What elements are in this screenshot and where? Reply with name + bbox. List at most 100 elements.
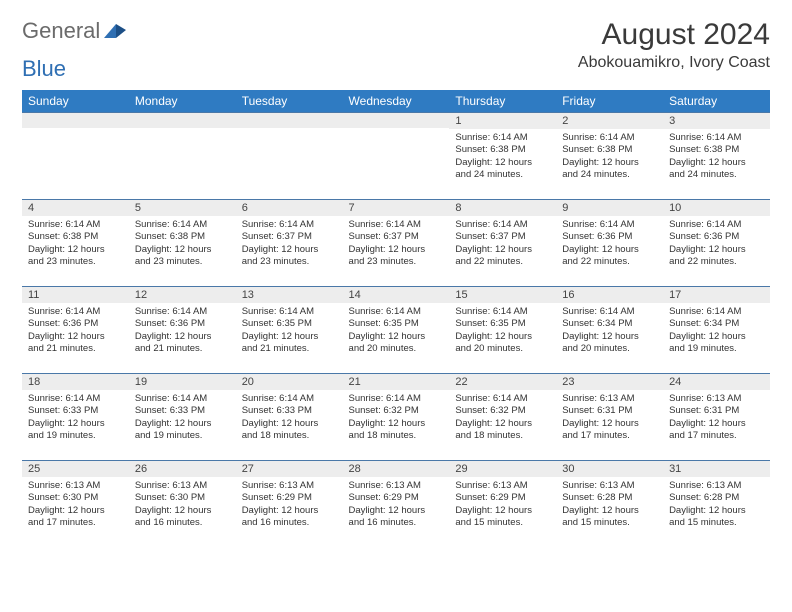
day-detail: Sunrise: 6:13 AMSunset: 6:30 PMDaylight:… bbox=[22, 477, 129, 531]
day-detail: Sunrise: 6:14 AMSunset: 6:37 PMDaylight:… bbox=[449, 216, 556, 270]
calendar-cell: 6Sunrise: 6:14 AMSunset: 6:37 PMDaylight… bbox=[236, 199, 343, 286]
calendar-cell: 14Sunrise: 6:14 AMSunset: 6:35 PMDayligh… bbox=[343, 286, 450, 373]
day-number: 2 bbox=[556, 112, 663, 129]
logo-text-blue: Blue bbox=[22, 56, 66, 81]
calendar-cell: 3Sunrise: 6:14 AMSunset: 6:38 PMDaylight… bbox=[663, 112, 770, 199]
day-detail: Sunrise: 6:13 AMSunset: 6:31 PMDaylight:… bbox=[663, 390, 770, 444]
calendar-cell: 11Sunrise: 6:14 AMSunset: 6:36 PMDayligh… bbox=[22, 286, 129, 373]
day-detail: Sunrise: 6:13 AMSunset: 6:29 PMDaylight:… bbox=[236, 477, 343, 531]
calendar-cell: 1Sunrise: 6:14 AMSunset: 6:38 PMDaylight… bbox=[449, 112, 556, 199]
day-detail: Sunrise: 6:14 AMSunset: 6:34 PMDaylight:… bbox=[663, 303, 770, 357]
weekday-header: Monday bbox=[129, 90, 236, 112]
day-detail: Sunrise: 6:14 AMSunset: 6:38 PMDaylight:… bbox=[22, 216, 129, 270]
day-number: 14 bbox=[343, 286, 450, 303]
calendar-cell: 10Sunrise: 6:14 AMSunset: 6:36 PMDayligh… bbox=[663, 199, 770, 286]
calendar-cell: 24Sunrise: 6:13 AMSunset: 6:31 PMDayligh… bbox=[663, 373, 770, 460]
day-number: 28 bbox=[343, 460, 450, 477]
day-number: 5 bbox=[129, 199, 236, 216]
calendar-cell: 2Sunrise: 6:14 AMSunset: 6:38 PMDaylight… bbox=[556, 112, 663, 199]
day-number: 10 bbox=[663, 199, 770, 216]
day-number: 4 bbox=[22, 199, 129, 216]
day-number: 7 bbox=[343, 199, 450, 216]
logo: General bbox=[22, 18, 126, 44]
day-number: 22 bbox=[449, 373, 556, 390]
day-number: 29 bbox=[449, 460, 556, 477]
day-number: 20 bbox=[236, 373, 343, 390]
day-detail: Sunrise: 6:13 AMSunset: 6:29 PMDaylight:… bbox=[343, 477, 450, 531]
day-detail: Sunrise: 6:13 AMSunset: 6:29 PMDaylight:… bbox=[449, 477, 556, 531]
day-detail: Sunrise: 6:14 AMSunset: 6:32 PMDaylight:… bbox=[343, 390, 450, 444]
day-number: 21 bbox=[343, 373, 450, 390]
calendar-cell: 17Sunrise: 6:14 AMSunset: 6:34 PMDayligh… bbox=[663, 286, 770, 373]
day-detail: Sunrise: 6:14 AMSunset: 6:36 PMDaylight:… bbox=[556, 216, 663, 270]
calendar-table: SundayMondayTuesdayWednesdayThursdayFrid… bbox=[22, 90, 770, 547]
day-number: 1 bbox=[449, 112, 556, 129]
calendar-cell bbox=[236, 112, 343, 199]
day-number: 24 bbox=[663, 373, 770, 390]
calendar-cell: 5Sunrise: 6:14 AMSunset: 6:38 PMDaylight… bbox=[129, 199, 236, 286]
day-number: 12 bbox=[129, 286, 236, 303]
day-number: 19 bbox=[129, 373, 236, 390]
day-number: 30 bbox=[556, 460, 663, 477]
day-detail: Sunrise: 6:13 AMSunset: 6:31 PMDaylight:… bbox=[556, 390, 663, 444]
calendar-cell: 16Sunrise: 6:14 AMSunset: 6:34 PMDayligh… bbox=[556, 286, 663, 373]
calendar-cell: 30Sunrise: 6:13 AMSunset: 6:28 PMDayligh… bbox=[556, 460, 663, 547]
weekday-header: Thursday bbox=[449, 90, 556, 112]
day-detail: Sunrise: 6:13 AMSunset: 6:28 PMDaylight:… bbox=[663, 477, 770, 531]
calendar-cell: 7Sunrise: 6:14 AMSunset: 6:37 PMDaylight… bbox=[343, 199, 450, 286]
calendar-cell: 28Sunrise: 6:13 AMSunset: 6:29 PMDayligh… bbox=[343, 460, 450, 547]
calendar-cell: 29Sunrise: 6:13 AMSunset: 6:29 PMDayligh… bbox=[449, 460, 556, 547]
day-detail: Sunrise: 6:14 AMSunset: 6:33 PMDaylight:… bbox=[236, 390, 343, 444]
calendar-cell: 9Sunrise: 6:14 AMSunset: 6:36 PMDaylight… bbox=[556, 199, 663, 286]
calendar-cell: 27Sunrise: 6:13 AMSunset: 6:29 PMDayligh… bbox=[236, 460, 343, 547]
day-detail: Sunrise: 6:14 AMSunset: 6:36 PMDaylight:… bbox=[663, 216, 770, 270]
page-title: August 2024 bbox=[578, 18, 770, 52]
calendar-cell: 26Sunrise: 6:13 AMSunset: 6:30 PMDayligh… bbox=[129, 460, 236, 547]
weekday-header: Sunday bbox=[22, 90, 129, 112]
calendar-cell bbox=[343, 112, 450, 199]
day-number: 17 bbox=[663, 286, 770, 303]
day-number: 25 bbox=[22, 460, 129, 477]
calendar-cell: 23Sunrise: 6:13 AMSunset: 6:31 PMDayligh… bbox=[556, 373, 663, 460]
calendar-cell: 18Sunrise: 6:14 AMSunset: 6:33 PMDayligh… bbox=[22, 373, 129, 460]
calendar-cell bbox=[129, 112, 236, 199]
day-detail: Sunrise: 6:14 AMSunset: 6:37 PMDaylight:… bbox=[343, 216, 450, 270]
day-detail: Sunrise: 6:14 AMSunset: 6:35 PMDaylight:… bbox=[449, 303, 556, 357]
day-number: 3 bbox=[663, 112, 770, 129]
day-number: 26 bbox=[129, 460, 236, 477]
day-number: 11 bbox=[22, 286, 129, 303]
calendar-cell: 22Sunrise: 6:14 AMSunset: 6:32 PMDayligh… bbox=[449, 373, 556, 460]
day-detail: Sunrise: 6:14 AMSunset: 6:32 PMDaylight:… bbox=[449, 390, 556, 444]
day-detail: Sunrise: 6:14 AMSunset: 6:34 PMDaylight:… bbox=[556, 303, 663, 357]
calendar-cell: 4Sunrise: 6:14 AMSunset: 6:38 PMDaylight… bbox=[22, 199, 129, 286]
day-detail: Sunrise: 6:14 AMSunset: 6:38 PMDaylight:… bbox=[449, 129, 556, 183]
day-detail: Sunrise: 6:14 AMSunset: 6:35 PMDaylight:… bbox=[343, 303, 450, 357]
day-number: 31 bbox=[663, 460, 770, 477]
calendar-cell: 31Sunrise: 6:13 AMSunset: 6:28 PMDayligh… bbox=[663, 460, 770, 547]
calendar-cell: 19Sunrise: 6:14 AMSunset: 6:33 PMDayligh… bbox=[129, 373, 236, 460]
day-number: 18 bbox=[22, 373, 129, 390]
calendar-cell: 21Sunrise: 6:14 AMSunset: 6:32 PMDayligh… bbox=[343, 373, 450, 460]
day-detail: Sunrise: 6:14 AMSunset: 6:38 PMDaylight:… bbox=[663, 129, 770, 183]
day-detail: Sunrise: 6:14 AMSunset: 6:36 PMDaylight:… bbox=[129, 303, 236, 357]
calendar-cell: 15Sunrise: 6:14 AMSunset: 6:35 PMDayligh… bbox=[449, 286, 556, 373]
calendar-cell: 20Sunrise: 6:14 AMSunset: 6:33 PMDayligh… bbox=[236, 373, 343, 460]
calendar-cell: 8Sunrise: 6:14 AMSunset: 6:37 PMDaylight… bbox=[449, 199, 556, 286]
calendar-cell: 12Sunrise: 6:14 AMSunset: 6:36 PMDayligh… bbox=[129, 286, 236, 373]
day-number: 13 bbox=[236, 286, 343, 303]
day-detail: Sunrise: 6:14 AMSunset: 6:33 PMDaylight:… bbox=[129, 390, 236, 444]
day-detail: Sunrise: 6:13 AMSunset: 6:30 PMDaylight:… bbox=[129, 477, 236, 531]
day-number: 6 bbox=[236, 199, 343, 216]
day-number: 16 bbox=[556, 286, 663, 303]
day-detail: Sunrise: 6:14 AMSunset: 6:33 PMDaylight:… bbox=[22, 390, 129, 444]
day-number: 8 bbox=[449, 199, 556, 216]
day-number: 15 bbox=[449, 286, 556, 303]
day-number: 27 bbox=[236, 460, 343, 477]
day-detail: Sunrise: 6:14 AMSunset: 6:38 PMDaylight:… bbox=[556, 129, 663, 183]
day-detail: Sunrise: 6:14 AMSunset: 6:35 PMDaylight:… bbox=[236, 303, 343, 357]
logo-icon bbox=[104, 18, 126, 44]
weekday-header: Tuesday bbox=[236, 90, 343, 112]
location-subtitle: Abokouamikro, Ivory Coast bbox=[578, 54, 770, 72]
logo-text-gray: General bbox=[22, 18, 100, 44]
calendar-cell: 25Sunrise: 6:13 AMSunset: 6:30 PMDayligh… bbox=[22, 460, 129, 547]
